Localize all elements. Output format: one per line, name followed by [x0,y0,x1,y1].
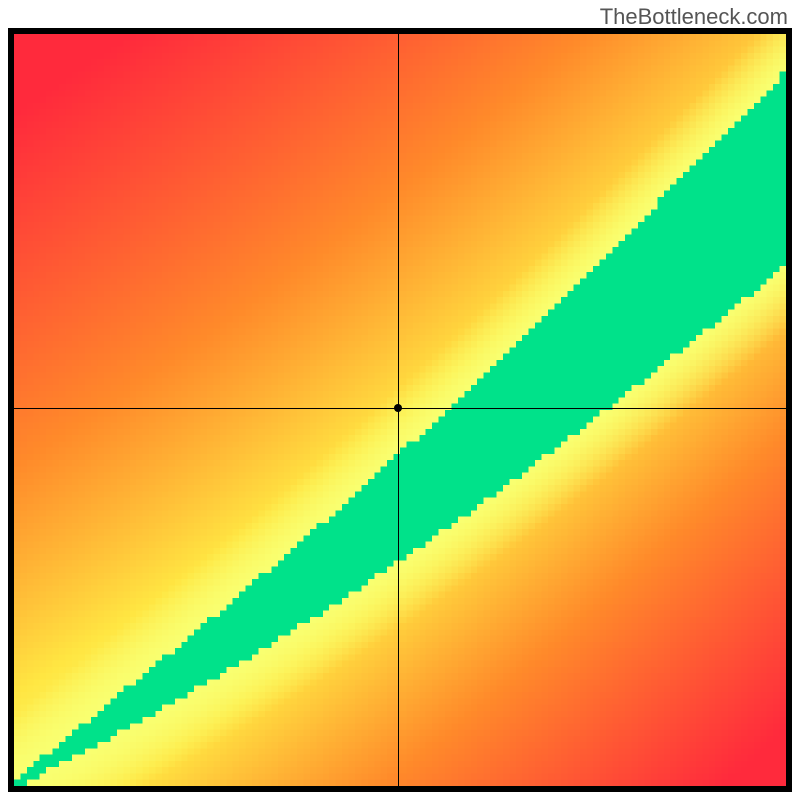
root-container: TheBottleneck.com [0,0,800,800]
chart-frame [8,28,792,792]
watermark-text: TheBottleneck.com [600,4,788,30]
crosshair-dot [394,404,402,412]
